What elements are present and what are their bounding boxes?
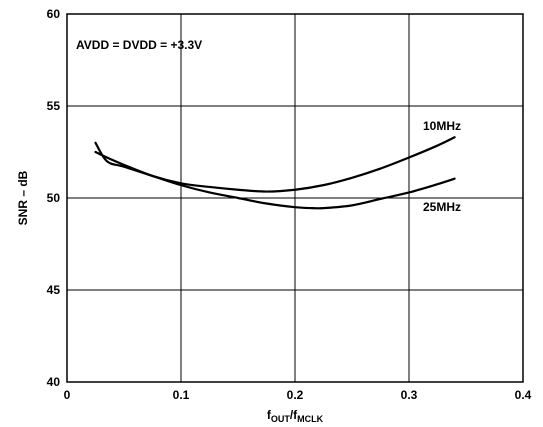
y-tick-label: 45 (47, 283, 61, 297)
x-tick-label: 0.4 (515, 388, 532, 402)
supply-annotation: AVDD = DVDD = +3.3V (76, 38, 202, 52)
series-line-25mhz (94, 141, 456, 210)
series-label-25mhz: 25MHz (423, 200, 461, 214)
y-tick-labels: 40 45 50 55 60 (47, 7, 61, 389)
series-curves (94, 136, 456, 210)
y-axis-label: SNR – dB (16, 170, 30, 225)
series-label-10mhz: 10MHz (423, 119, 461, 133)
x-axis-label: fOUT/fMCLK (267, 408, 324, 424)
x-label-sep-sub: MCLK (297, 414, 323, 424)
x-label-sep: /f (290, 408, 298, 422)
series-line-10mhz (94, 136, 456, 193)
x-tick-labels: 0 0.1 0.2 0.3 0.4 (64, 388, 532, 402)
x-label-main: f (267, 408, 272, 422)
x-tick-label: 0.1 (173, 388, 190, 402)
x-tick-label: 0.2 (287, 388, 304, 402)
x-tick-label: 0.3 (401, 388, 418, 402)
y-tick-label: 55 (47, 99, 61, 113)
y-tick-label: 50 (47, 191, 61, 205)
x-label-main-sub: OUT (271, 414, 291, 424)
y-tick-label: 60 (47, 7, 61, 21)
plot-frame (66, 13, 524, 383)
grid-lines (67, 14, 523, 382)
x-tick-label: 0 (64, 388, 71, 402)
y-tick-label: 40 (47, 375, 61, 389)
